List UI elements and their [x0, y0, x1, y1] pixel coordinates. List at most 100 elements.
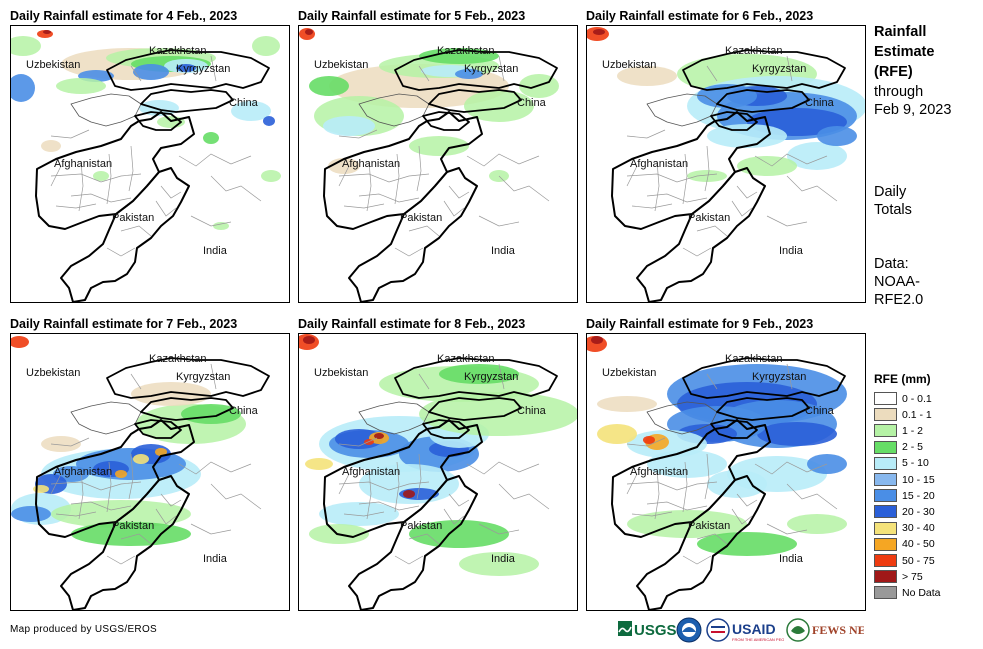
pakistan-border — [636, 167, 766, 302]
legend-label: 10 - 15 — [902, 473, 935, 486]
province-boundary — [55, 511, 97, 517]
rainfall-area — [643, 436, 655, 444]
province-boundary — [50, 173, 142, 183]
legend-swatch — [874, 537, 897, 551]
country-label-uzbekistan: Uzbekistan — [314, 367, 369, 379]
country-label-afghanistan: Afghanistan — [54, 466, 113, 478]
rainfall-area — [459, 552, 539, 576]
uzbekistan-border — [70, 401, 142, 435]
rainfall-area — [817, 126, 857, 146]
country-label-uzbekistan: Uzbekistan — [602, 367, 657, 379]
province-boundary — [754, 461, 828, 475]
noaa-logo — [676, 617, 702, 643]
province-boundary — [106, 555, 136, 565]
svg-text:USGS: USGS — [634, 622, 677, 639]
rainfall-layer — [299, 334, 577, 576]
pakistan-border — [348, 475, 478, 610]
legend-swatch — [874, 554, 897, 567]
province-boundary — [50, 129, 90, 139]
country-label-india: India — [491, 245, 515, 257]
svg-text:USAID: USAID — [732, 621, 776, 637]
province-boundary — [50, 481, 142, 491]
rainfall-area — [309, 76, 349, 96]
province-boundary — [210, 363, 217, 390]
rainfall-area — [133, 454, 149, 464]
afghanistan-border — [35, 419, 195, 538]
legend-label: 2 - 5 — [902, 441, 924, 454]
province-boundary — [358, 501, 420, 511]
rainfall-area — [71, 522, 191, 546]
svg-text:FROM THE AMERICAN PEOPLE: FROM THE AMERICAN PEOPLE — [732, 637, 784, 642]
province-boundary — [366, 468, 372, 520]
kyrgyzstan-border — [140, 89, 234, 113]
province-boundary — [343, 203, 385, 209]
afghanistan-border — [35, 111, 195, 230]
province-boundary — [50, 473, 62, 495]
legend-swatch — [874, 408, 897, 422]
rainfall-area — [419, 392, 577, 436]
province-boundary — [178, 461, 252, 475]
province-boundary — [754, 153, 828, 167]
side-daily: Daily — [874, 184, 907, 200]
province-boundary — [704, 453, 710, 500]
province-boundary — [478, 215, 520, 227]
side-totals: Totals — [874, 202, 912, 218]
country-label-uzbekistan: Uzbekistan — [602, 59, 657, 71]
province-boundary — [626, 481, 718, 491]
legend-label: > 75 — [902, 570, 923, 583]
pakistan-border — [60, 475, 190, 610]
country-label-kyrgyzstan: Kyrgyzstan — [464, 63, 519, 75]
rainfall-area — [11, 336, 29, 348]
legend-item: 2 - 5 — [874, 440, 923, 455]
province-boundary — [626, 165, 638, 187]
province-boundary — [646, 193, 708, 203]
kyrgyzstan-border — [428, 397, 522, 421]
side-source-line2: RFE2.0 — [874, 292, 924, 308]
legend-swatch — [874, 456, 897, 470]
country-label-kazakhstan: Kazakhstan — [149, 45, 207, 57]
rainfall-area — [176, 64, 196, 72]
legend-label: 5 - 10 — [902, 457, 929, 470]
province-boundary — [106, 153, 112, 205]
province-boundary — [160, 185, 182, 199]
rainfall-layer — [587, 27, 865, 182]
province-boundary — [78, 160, 84, 212]
province-boundaries — [338, 55, 550, 257]
province-boundary — [338, 165, 350, 187]
legend-swatch — [874, 424, 897, 438]
province-boundary — [155, 200, 177, 217]
country-label-china: China — [517, 405, 546, 417]
province-boundary — [130, 65, 142, 82]
side-title-line2: Estimate — [874, 44, 935, 60]
province-boundary — [338, 481, 430, 491]
rainfall-area — [56, 78, 106, 94]
legend-item: 0 - 0.1 — [874, 391, 932, 406]
province-boundary — [394, 555, 424, 565]
partner-logos: USGS USAID FROM THE AMERICAN PEOPLE FEWS… — [618, 615, 868, 645]
province-boundary — [646, 501, 708, 511]
province-boundary — [682, 153, 688, 205]
country-label-pakistan: Pakistan — [688, 212, 731, 224]
country-label-pakistan: Pakistan — [688, 520, 731, 532]
rainfall-map — [11, 336, 270, 610]
province-boundary — [358, 193, 420, 203]
map-frame: Kazakhstan Uzbekistan Kyrgyzstan China Afgha… — [10, 333, 290, 611]
rainfall-area — [597, 396, 657, 412]
province-boundaries — [626, 55, 838, 257]
side-data-label: Data: — [874, 256, 909, 272]
legend-item: 50 - 75 — [874, 553, 935, 568]
province-boundaries — [50, 363, 262, 565]
fews-net-logo-graphic: FEWS NET — [786, 618, 864, 642]
province-boundary — [190, 215, 232, 227]
legend-title: RFE (mm) — [874, 372, 931, 386]
country-label-india: India — [203, 553, 227, 565]
country-label-china: China — [805, 97, 834, 109]
country-label-kyrgyzstan: Kyrgyzstan — [752, 63, 807, 75]
country-label-india: India — [491, 553, 515, 565]
svg-text:FEWS NET: FEWS NET — [812, 623, 864, 637]
kyrgyzstan-border — [140, 397, 234, 421]
kyrgyzstan-border — [428, 89, 522, 113]
rainfall-area — [231, 101, 271, 121]
rainfall-area — [51, 500, 191, 528]
legend-label: No Data — [902, 586, 941, 599]
